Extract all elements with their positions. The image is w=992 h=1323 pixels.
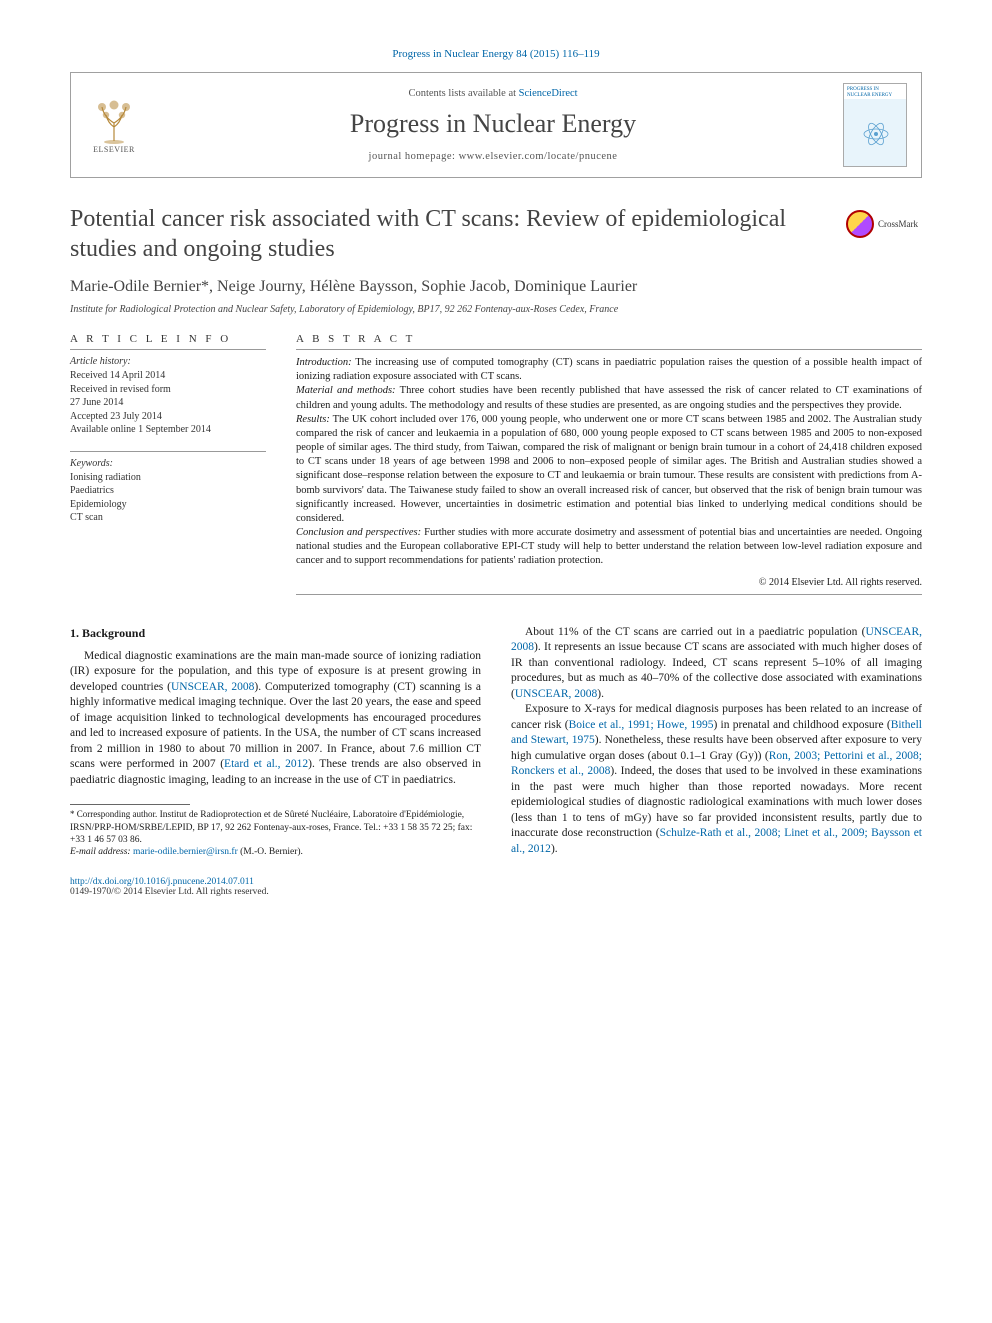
body-left-column: 1. Background Medical diagnostic examina… (70, 625, 481, 859)
cover-title: PROGRESS IN NUCLEAR ENERGY (847, 87, 903, 98)
abstract-seg-label: Introduction: (296, 357, 352, 368)
authors-line: Marie-Odile Bernier*, Neige Journy, Hélè… (70, 278, 922, 296)
footnote-rule (70, 804, 190, 805)
history-line: Accepted 23 July 2014 (70, 410, 266, 424)
history-line: Received in revised form (70, 383, 266, 397)
history-label: Article history: (70, 356, 266, 367)
homepage-url[interactable]: www.elsevier.com/locate/pnucene (459, 151, 618, 162)
citation-link[interactable]: Etard et al., 2012 (224, 758, 308, 770)
section-number: 1. (70, 626, 79, 640)
email-footnote: E-mail address: marie-odile.bernier@irsn… (70, 846, 481, 858)
issn-copyright: 0149-1970/© 2014 Elsevier Ltd. All right… (70, 887, 922, 897)
body-right-column: About 11% of the CT scans are carried ou… (511, 625, 922, 859)
body-paragraph: Medical diagnostic examinations are the … (70, 649, 481, 789)
section-heading: 1. Background (70, 625, 481, 641)
article-info-column: A R T I C L E I N F O Article history: R… (70, 333, 266, 595)
keyword: Ionising radiation (70, 471, 266, 485)
keyword: Epidemiology (70, 498, 266, 512)
author-list: Marie-Odile Bernier*, Neige Journy, Hélè… (70, 278, 637, 295)
contents-available-line: Contents lists available at ScienceDirec… (157, 88, 829, 99)
abstract-seg-label: Results: (296, 414, 330, 425)
abstract-seg-label: Conclusion and perspectives: (296, 527, 421, 538)
section-title: Background (82, 626, 145, 640)
body-text: ). (597, 688, 604, 700)
top-citation: Progress in Nuclear Energy 84 (2015) 116… (70, 48, 922, 60)
keyword: CT scan (70, 511, 266, 525)
footnote-label: * Corresponding author. (70, 809, 157, 819)
abstract-seg-text: The increasing use of computed tomograph… (296, 357, 922, 382)
sciencedirect-link[interactable]: ScienceDirect (519, 88, 578, 99)
citation-link[interactable]: Boice et al., 1991; Howe, 1995 (569, 719, 714, 731)
email-link[interactable]: marie-odile.bernier@irsn.fr (133, 847, 238, 857)
journal-name: Progress in Nuclear Energy (157, 109, 829, 139)
keywords-label: Keywords: (70, 458, 266, 469)
homepage-prefix: journal homepage: (369, 151, 459, 162)
email-label: E-mail address: (70, 847, 131, 857)
publisher-name: ELSEVIER (93, 145, 135, 154)
body-paragraph: About 11% of the CT scans are carried ou… (511, 625, 922, 703)
citation-link[interactable]: UNSCEAR, 2008 (515, 688, 597, 700)
abstract-copyright: © 2014 Elsevier Ltd. All rights reserved… (296, 577, 922, 588)
article-info-heading: A R T I C L E I N F O (70, 333, 266, 345)
body-text: ). Computerized tomography (CT) scanning… (70, 681, 481, 771)
affiliation: Institute for Radiological Protection an… (70, 304, 922, 315)
crossmark-icon (846, 210, 874, 238)
journal-cover-thumb: PROGRESS IN NUCLEAR ENERGY (843, 83, 907, 167)
journal-header: ELSEVIER Contents lists available at Sci… (70, 72, 922, 178)
abstract-body: Introduction: The increasing use of comp… (296, 349, 922, 569)
body-two-column: 1. Background Medical diagnostic examina… (70, 625, 922, 859)
elsevier-logo: ELSEVIER (85, 93, 143, 157)
body-paragraph: Exposure to X-rays for medical diagnosis… (511, 702, 922, 857)
body-text: About 11% of the CT scans are carried ou… (525, 626, 865, 638)
history-line: Received 14 April 2014 (70, 369, 266, 383)
body-text: ) in prenatal and childhood exposure ( (713, 719, 890, 731)
contents-prefix: Contents lists available at (408, 88, 518, 99)
abstract-heading: A B S T R A C T (296, 333, 922, 345)
email-tail: (M.-O. Bernier). (238, 847, 303, 857)
history-line: Available online 1 September 2014 (70, 423, 266, 437)
article-title: Potential cancer risk associated with CT… (70, 204, 830, 264)
doi-link[interactable]: http://dx.doi.org/10.1016/j.pnucene.2014… (70, 877, 922, 887)
bottom-metadata: http://dx.doi.org/10.1016/j.pnucene.2014… (70, 877, 922, 897)
elsevier-tree-icon (90, 97, 138, 145)
atom-icon (862, 120, 890, 148)
corresponding-author-footnote: * Corresponding author. Institut de Radi… (70, 809, 481, 846)
abstract-column: A B S T R A C T Introduction: The increa… (296, 333, 922, 595)
crossmark-badge[interactable]: CrossMark (846, 210, 922, 238)
abstract-seg-label: Material and methods: (296, 385, 396, 396)
crossmark-label: CrossMark (878, 219, 918, 229)
keyword: Paediatrics (70, 484, 266, 498)
abstract-bottom-rule (296, 594, 922, 595)
citation-link[interactable]: UNSCEAR, 2008 (171, 681, 254, 693)
body-text: ). (551, 843, 558, 855)
journal-homepage-line: journal homepage: www.elsevier.com/locat… (157, 151, 829, 162)
abstract-seg-text: The UK cohort included over 176, 000 you… (296, 414, 922, 524)
history-line: 27 June 2014 (70, 396, 266, 410)
